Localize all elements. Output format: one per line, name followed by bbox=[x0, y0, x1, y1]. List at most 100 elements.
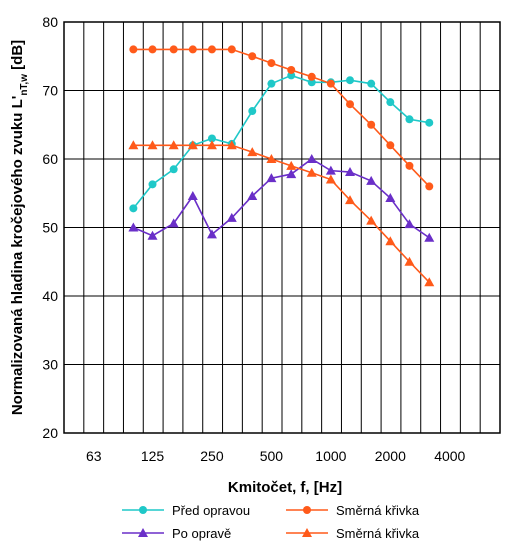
data-point bbox=[366, 215, 377, 225]
data-point bbox=[425, 118, 434, 127]
data-point bbox=[267, 59, 276, 68]
data-point bbox=[367, 120, 376, 129]
x-tick-label: 4000 bbox=[434, 448, 465, 464]
data-point bbox=[386, 141, 395, 150]
data-point bbox=[187, 190, 198, 200]
data-point bbox=[187, 140, 198, 150]
data-point bbox=[306, 154, 317, 163]
data-point bbox=[306, 167, 317, 177]
data-point bbox=[226, 140, 237, 150]
data-point bbox=[404, 219, 415, 229]
data-point bbox=[404, 256, 415, 266]
series-line bbox=[133, 144, 430, 283]
data-point bbox=[405, 115, 414, 124]
data-point bbox=[147, 140, 158, 150]
data-point bbox=[128, 140, 139, 150]
data-point bbox=[405, 161, 414, 170]
legend-entry: Směrná křivka bbox=[286, 503, 420, 518]
data-point bbox=[206, 140, 217, 150]
legend-label: Po opravě bbox=[172, 526, 231, 541]
grid bbox=[64, 22, 500, 433]
data-point bbox=[307, 78, 316, 87]
data-point bbox=[385, 236, 396, 246]
data-point bbox=[425, 182, 434, 191]
data-point bbox=[247, 147, 258, 157]
y-axis-label-main: Normalizovaná hladina kročejového zvuku … bbox=[9, 96, 26, 415]
data-point bbox=[148, 180, 157, 189]
legend-entry: Směrná křivka bbox=[286, 526, 420, 541]
plot-frame bbox=[63, 21, 501, 434]
legend-swatch-marker bbox=[302, 528, 312, 537]
data-point bbox=[248, 107, 257, 116]
series-line bbox=[133, 158, 430, 239]
data-point bbox=[147, 230, 158, 240]
data-point bbox=[345, 195, 356, 205]
legend-swatch-marker bbox=[139, 506, 147, 514]
data-point bbox=[287, 71, 296, 80]
data-point bbox=[346, 76, 355, 85]
data-point bbox=[386, 98, 395, 107]
legend-label: Směrná křivka bbox=[336, 503, 420, 518]
series-4 bbox=[128, 140, 435, 287]
data-point bbox=[307, 72, 316, 81]
data-point bbox=[287, 65, 296, 74]
legend-swatch-marker bbox=[138, 528, 148, 537]
y-axis-label: Normalizovaná hladina kročejového zvuku … bbox=[9, 40, 30, 415]
series-3 bbox=[128, 154, 435, 242]
y-tick-label: 70 bbox=[42, 83, 58, 99]
legend-label: Směrná křivka bbox=[336, 526, 420, 541]
data-point bbox=[346, 100, 355, 109]
data-point bbox=[227, 45, 236, 54]
legend-label: Před opravou bbox=[172, 503, 250, 518]
data-point bbox=[286, 169, 297, 179]
data-point bbox=[345, 167, 356, 177]
data-point bbox=[207, 45, 216, 54]
data-point bbox=[247, 190, 258, 200]
y-tick-label: 30 bbox=[42, 357, 58, 373]
series-2 bbox=[129, 45, 434, 191]
data-point bbox=[326, 79, 335, 88]
y-axis-ticks: 20 30 40 50 60 70 80 bbox=[42, 14, 58, 441]
x-tick-label: 500 bbox=[260, 448, 284, 464]
data-point bbox=[169, 165, 178, 174]
x-axis-label: Kmitočet, f, [Hz] bbox=[228, 479, 342, 496]
data-point bbox=[367, 79, 376, 88]
series-line bbox=[132, 74, 430, 209]
data-point bbox=[169, 45, 178, 54]
legend-entry: Po opravě bbox=[122, 526, 231, 541]
x-tick-label: 125 bbox=[141, 448, 165, 464]
data-point bbox=[366, 175, 377, 185]
y-tick-label: 60 bbox=[42, 151, 58, 167]
data-point bbox=[424, 277, 435, 287]
x-tick-label: 2000 bbox=[375, 448, 406, 464]
y-axis-label-subscript: nT,w bbox=[19, 74, 30, 96]
data-point bbox=[129, 204, 138, 213]
y-axis-label-unit: [dB] bbox=[9, 40, 26, 74]
x-axis-ticks: 63 125 250 500 1000 2000 4000 bbox=[86, 448, 466, 464]
legend: Před opravou Směrná křivka Po opravě Směrná… bbox=[122, 503, 420, 541]
series-line bbox=[133, 48, 430, 187]
y-tick-label: 80 bbox=[42, 14, 58, 30]
series-layer bbox=[128, 45, 435, 287]
data-point bbox=[129, 45, 138, 54]
data-point bbox=[267, 79, 276, 88]
data-point bbox=[248, 52, 257, 61]
legend-entry: Před opravou bbox=[122, 503, 250, 518]
y-tick-label: 40 bbox=[42, 288, 58, 304]
data-point bbox=[128, 222, 139, 232]
data-point bbox=[325, 165, 336, 175]
data-point bbox=[226, 212, 237, 222]
y-tick-label: 20 bbox=[42, 425, 58, 441]
x-tick-label: 63 bbox=[86, 448, 102, 464]
data-point bbox=[266, 173, 277, 183]
data-point bbox=[207, 134, 216, 143]
x-tick-label: 1000 bbox=[315, 448, 346, 464]
data-point bbox=[206, 229, 217, 239]
data-point bbox=[168, 140, 179, 150]
data-point bbox=[325, 174, 336, 184]
data-point bbox=[424, 232, 435, 242]
data-point bbox=[385, 193, 396, 203]
data-point bbox=[168, 218, 179, 228]
x-tick-label: 250 bbox=[200, 448, 224, 464]
